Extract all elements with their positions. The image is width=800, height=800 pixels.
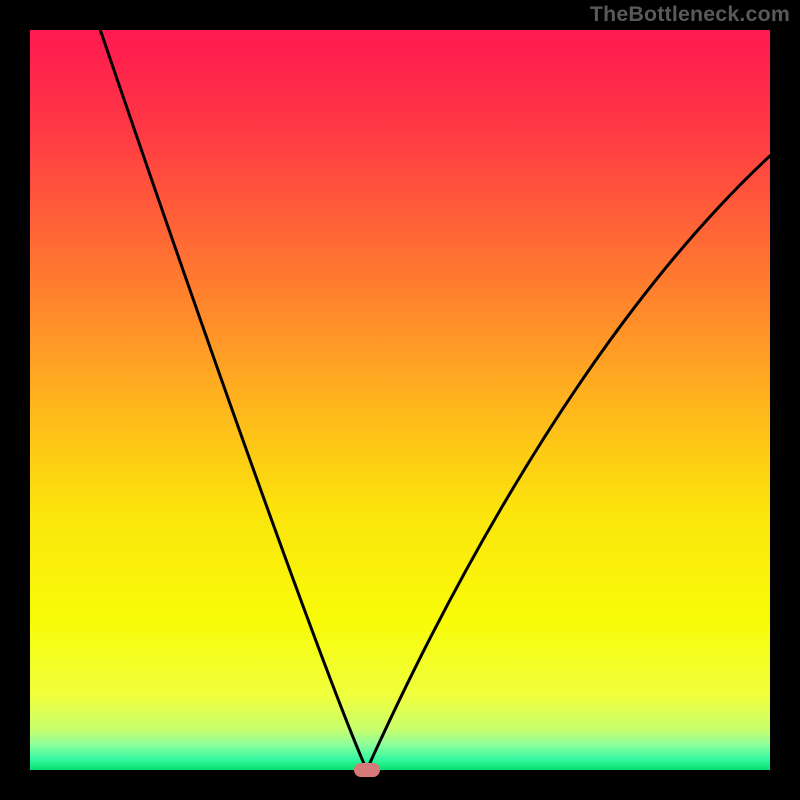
optimal-marker <box>354 763 380 777</box>
chart-frame: TheBottleneck.com <box>0 0 800 800</box>
bottleneck-curve <box>30 30 770 770</box>
curve-path <box>100 30 770 770</box>
plot-area <box>30 30 770 770</box>
watermark-text: TheBottleneck.com <box>590 2 790 27</box>
